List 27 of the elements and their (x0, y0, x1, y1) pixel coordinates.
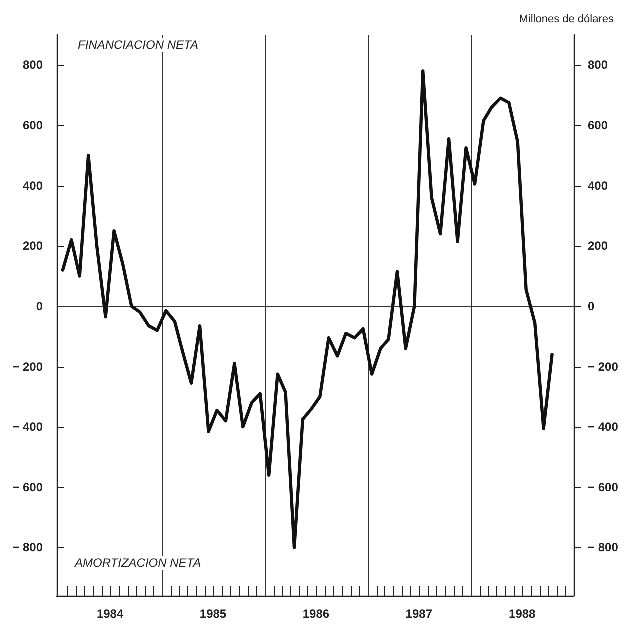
y-tick-label: − 800 (12, 540, 44, 555)
y-tick-label: − 600 (12, 480, 44, 494)
x-tick-label: 1987 (406, 607, 433, 621)
y2-tick-label: 0 (588, 299, 595, 314)
y-tick-label: − 400 (12, 420, 44, 434)
y-tick-label: 0 (36, 299, 44, 314)
y-tick-label: 800 (22, 58, 44, 72)
x-tick-label: 1986 (302, 607, 330, 621)
y2-tick-label: − 400 (588, 420, 619, 434)
y-tick-label: 400 (22, 178, 44, 193)
y2-tick-label: 600 (588, 118, 608, 132)
y2-axis-title: Millones de dólares (519, 14, 614, 26)
y-tick-label: 600 (22, 118, 44, 132)
y-tick-label: − 200 (12, 360, 44, 374)
y2-tick-label: 200 (588, 239, 608, 254)
x-tick-label: 1984 (96, 607, 124, 621)
y2-tick-label: 800 (588, 58, 608, 72)
y2-tick-label: − 600 (588, 480, 619, 494)
x-tick-label: 1988 (509, 607, 536, 621)
annotation: AMORTIZACION NETA (74, 556, 202, 570)
x-tick-label: 1985 (200, 607, 227, 621)
y2-tick-label: − 800 (588, 540, 619, 555)
line-series (61, 70, 554, 550)
y2-tick-label: − 200 (588, 360, 619, 374)
annotation: FINANCIACION NETA (78, 38, 198, 52)
y2-tick-label: 400 (588, 178, 608, 193)
y-tick-label: 200 (22, 239, 44, 254)
